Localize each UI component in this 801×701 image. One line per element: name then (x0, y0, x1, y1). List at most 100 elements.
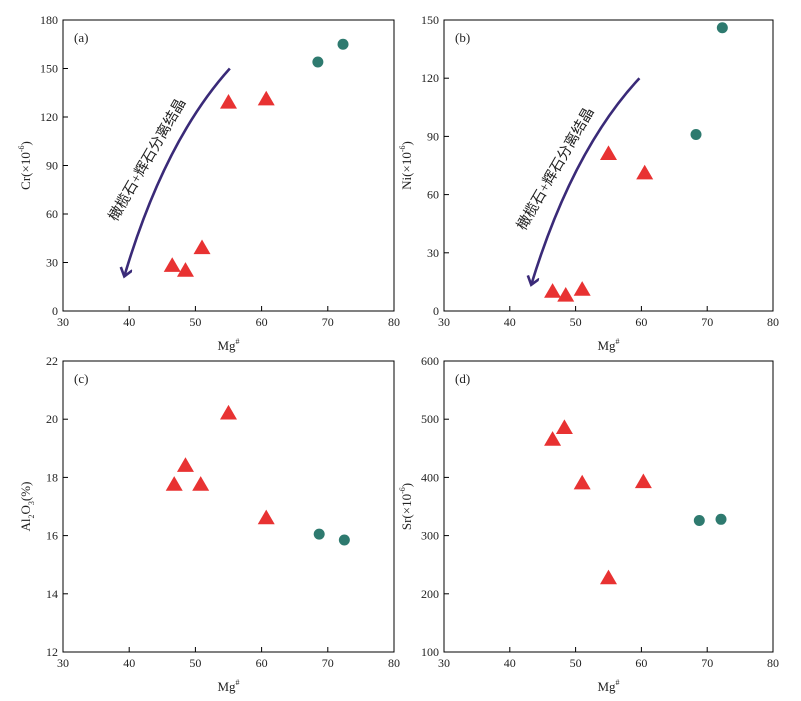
triangle-point (165, 476, 183, 491)
x-tick-label: 40 (123, 315, 135, 329)
y-axis-title: Ni(×10-6) (398, 141, 414, 190)
chart-panel-b: 30 40 50 60 70 800306090120150Mg#Ni(×10-6)(b)… (398, 13, 779, 353)
plot-frame (443, 360, 774, 653)
x-tick-label: 80 (767, 315, 779, 329)
panel-label: (c) (74, 371, 88, 386)
fractional-crystallization-arrow (125, 67, 231, 276)
y-tick-label: 0 (433, 304, 439, 318)
triangle-point (544, 431, 562, 446)
y-tick-label: 120 (40, 110, 58, 124)
y-axis-title: Sr(×10-6) (398, 483, 414, 530)
x-tick-label: 60 (256, 315, 268, 329)
triangle-point (555, 419, 573, 435)
plot-frame (62, 360, 395, 653)
circle-point (313, 528, 325, 540)
y-tick-label: 500 (421, 412, 439, 426)
panel-label: (b) (455, 30, 470, 45)
y-tick-label: 14 (46, 587, 58, 601)
triangle-point (634, 473, 652, 489)
x-tick-label: 30 (57, 315, 69, 329)
x-tick-label: 30 (438, 315, 450, 329)
x-tick-label: 50 (189, 315, 201, 329)
circle-point (693, 514, 705, 526)
y-tick-label: 200 (421, 587, 439, 601)
fractional-crystallization-arrow (532, 77, 641, 284)
triangle-point (257, 509, 275, 525)
y-tick-label: 16 (46, 529, 58, 543)
panel-label: (d) (455, 371, 470, 386)
plot-frame (443, 19, 774, 312)
triangle-point (257, 90, 275, 106)
y-tick-label: 150 (40, 62, 58, 76)
circle-point (690, 128, 702, 140)
y-tick-label: 120 (421, 71, 439, 85)
chart-panel-c: 30 40 50 60 70 80 12 14 16 18 20 22 Mg# Al2O3(%) (c) (18, 354, 400, 694)
y-tick-label: 400 (421, 470, 439, 484)
chart-panel-a: 30 40 50 60 70 800306090120150180Mg#Cr(×10-6)… (17, 13, 400, 353)
y-tick-label: 18 (46, 470, 58, 484)
triangle-point (636, 164, 654, 180)
y-tick-label: 0 (52, 304, 58, 318)
x-tick-label: 70 (701, 656, 713, 670)
x-tick-label: 50 (189, 656, 201, 670)
panel-label: (a) (74, 30, 88, 45)
y-tick-label: 150 (421, 13, 439, 27)
y-tick-label: 180 (40, 13, 58, 27)
triangle-point (573, 281, 591, 296)
y-tick-label: 90 (427, 129, 439, 143)
triangle-point (220, 404, 237, 420)
y-tick-label: 60 (427, 188, 439, 202)
arrow-annotation-text: 橄榄石+辉石分离结晶 (105, 95, 189, 224)
y-tick-label: 60 (46, 207, 58, 221)
x-tick-label: 40 (504, 315, 516, 329)
y-tick-label: 300 (421, 529, 439, 543)
triangle-point (573, 474, 591, 490)
y-axis-title: Cr(×10-6) (17, 141, 33, 190)
circle-point (715, 513, 727, 525)
y-tick-label: 30 (46, 256, 58, 270)
y-tick-label: 22 (46, 354, 58, 368)
chart-panel-d: 30 40 50 60 70 80 100 200 300 400 500 600 Mg# Sr(×10-… (398, 354, 779, 694)
x-tick-label: 60 (635, 315, 647, 329)
y-tick-label: 20 (46, 412, 58, 426)
y-tick-label: 90 (46, 159, 58, 173)
x-axis-title: Mg# (217, 678, 239, 694)
triangle-point (193, 239, 211, 255)
x-tick-label: 40 (504, 656, 516, 670)
x-tick-label: 30 (438, 656, 450, 670)
circle-point (716, 22, 728, 34)
x-tick-label: 80 (767, 656, 779, 670)
x-tick-label: 50 (570, 315, 582, 329)
triangle-point (557, 286, 575, 302)
x-tick-label: 80 (388, 656, 400, 670)
x-tick-label: 50 (570, 656, 582, 670)
x-axis-title: Mg# (597, 337, 619, 353)
x-tick-label: 30 (57, 656, 69, 670)
x-tick-label: 60 (635, 656, 647, 670)
y-tick-label: 100 (421, 645, 439, 659)
x-tick-label: 70 (322, 315, 334, 329)
x-tick-label: 40 (123, 656, 135, 670)
y-tick-label: 12 (46, 645, 58, 659)
circle-point (312, 56, 324, 68)
y-tick-label: 30 (427, 246, 439, 260)
x-tick-label: 80 (388, 315, 400, 329)
y-axis-title: Al2O3(%) (18, 482, 36, 532)
circle-point (337, 38, 349, 50)
y-tick-label: 600 (421, 354, 439, 368)
x-tick-label: 70 (322, 656, 334, 670)
plot-frame (62, 19, 395, 312)
x-tick-label: 70 (701, 315, 713, 329)
x-axis-title: Mg# (597, 678, 619, 694)
triangle-point (176, 262, 194, 277)
triangle-point (192, 476, 210, 491)
triangle-point (600, 569, 617, 585)
x-axis-title: Mg# (217, 337, 239, 353)
triangle-point (176, 457, 194, 472)
triangle-point (544, 283, 562, 298)
x-tick-label: 60 (256, 656, 268, 670)
circle-point (338, 534, 350, 546)
triangle-point (600, 145, 617, 160)
triangle-point (163, 257, 181, 272)
